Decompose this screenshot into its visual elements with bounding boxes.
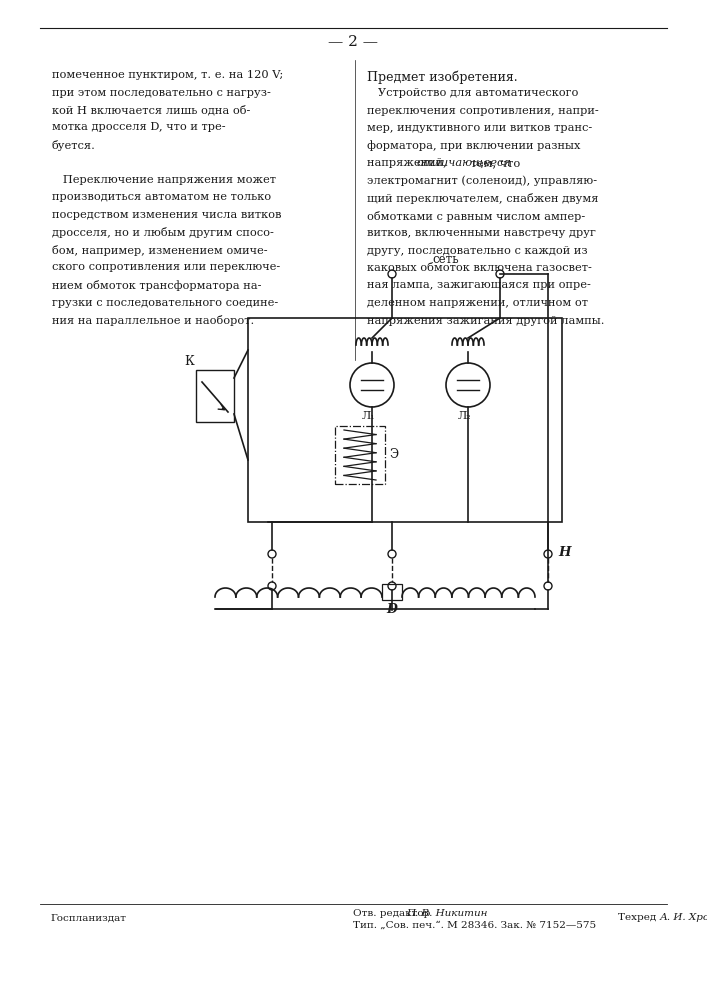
Text: П. В. Никитин: П. В. Никитин: [407, 908, 488, 918]
Text: каковых обмоток включена газосвет-: каковых обмоток включена газосвет-: [367, 263, 592, 273]
Text: форматора, при включении разных: форматора, при включении разных: [367, 140, 580, 151]
Text: Госпланиздат: Госпланиздат: [50, 914, 126, 922]
Text: напряжения зажигания другой лампы.: напряжения зажигания другой лампы.: [367, 316, 604, 326]
Text: — 2 —: — 2 —: [328, 35, 378, 49]
Text: грузки с последовательного соедине-: грузки с последовательного соедине-: [52, 298, 279, 308]
Text: Техред: Техред: [619, 914, 660, 922]
Text: помеченное пунктиром, т. е. на 120 V;: помеченное пунктиром, т. е. на 120 V;: [52, 70, 284, 80]
Text: нием обмоток трансформатора на-: нием обмоток трансформатора на-: [52, 280, 262, 291]
Text: Переключение напряжения может: Переключение напряжения может: [52, 175, 276, 185]
Text: Отв. редактор: Отв. редактор: [353, 908, 433, 918]
Text: дросселя, но и любым другим спосо-: дросселя, но и любым другим спосо-: [52, 228, 274, 238]
Text: А. И. Хрош: А. И. Хрош: [660, 914, 707, 922]
Text: витков, включенными навстречу друг: витков, включенными навстречу друг: [367, 228, 596, 238]
Text: производиться автоматом не только: производиться автоматом не только: [52, 192, 271, 202]
Text: переключения сопротивления, напри-: переключения сопротивления, напри-: [367, 105, 599, 115]
Text: H: H: [558, 546, 571, 558]
Text: мер, индуктивного или витков транс-: мер, индуктивного или витков транс-: [367, 123, 592, 133]
Text: Л₁: Л₁: [362, 411, 376, 421]
Text: ная лампа, зажигающаяся при опре-: ная лампа, зажигающаяся при опре-: [367, 280, 591, 290]
Text: ния на параллельное и наоборот.: ния на параллельное и наоборот.: [52, 315, 255, 326]
Bar: [196, 370, 234, 422]
Text: другу, последовательно с каждой из: другу, последовательно с каждой из: [367, 245, 588, 255]
Bar: [382, 584, 402, 600]
Text: кой H включается лишь одна об-: кой H включается лишь одна об-: [52, 105, 250, 116]
Text: щий переключателем, снабжен двумя: щий переключателем, снабжен двумя: [367, 193, 599, 204]
Text: Устройство для автоматического: Устройство для автоматического: [367, 88, 578, 98]
Text: Предмет изобретения.: Предмет изобретения.: [367, 70, 518, 84]
Text: бом, например, изменением омиче-: бом, например, изменением омиче-: [52, 245, 268, 256]
Text: ского сопротивления или переключе-: ского сопротивления или переключе-: [52, 262, 280, 272]
Text: обмотками с равным числом ампер-: обмотками с равным числом ампер-: [367, 211, 585, 222]
Text: напряжений,: напряжений,: [367, 158, 450, 168]
Bar: [335, 426, 385, 484]
Text: буется.: буется.: [52, 140, 96, 151]
Text: посредством изменения числа витков: посредством изменения числа витков: [52, 210, 281, 220]
Text: Э: Э: [389, 448, 398, 462]
Text: Л₂: Л₂: [458, 411, 472, 421]
Text: мотка дросселя D, что и тре-: мотка дросселя D, что и тре-: [52, 122, 226, 132]
Text: D: D: [387, 603, 397, 616]
Text: электромагнит (соленоид), управляю-: электромагнит (соленоид), управляю-: [367, 176, 597, 186]
Text: отличающееся: отличающееся: [417, 158, 512, 168]
Text: К: К: [185, 355, 194, 368]
Text: тем, что: тем, что: [467, 158, 520, 168]
Text: сеть: сеть: [433, 253, 460, 266]
Text: Тип. „Сов. печ.“. М 28346. Зак. № 7152—575: Тип. „Сов. печ.“. М 28346. Зак. № 7152—5…: [353, 920, 596, 930]
Text: деленном напряжении, отличном от: деленном напряжении, отличном от: [367, 298, 588, 308]
Text: при этом последовательно с нагруз-: при этом последовательно с нагруз-: [52, 88, 271, 98]
